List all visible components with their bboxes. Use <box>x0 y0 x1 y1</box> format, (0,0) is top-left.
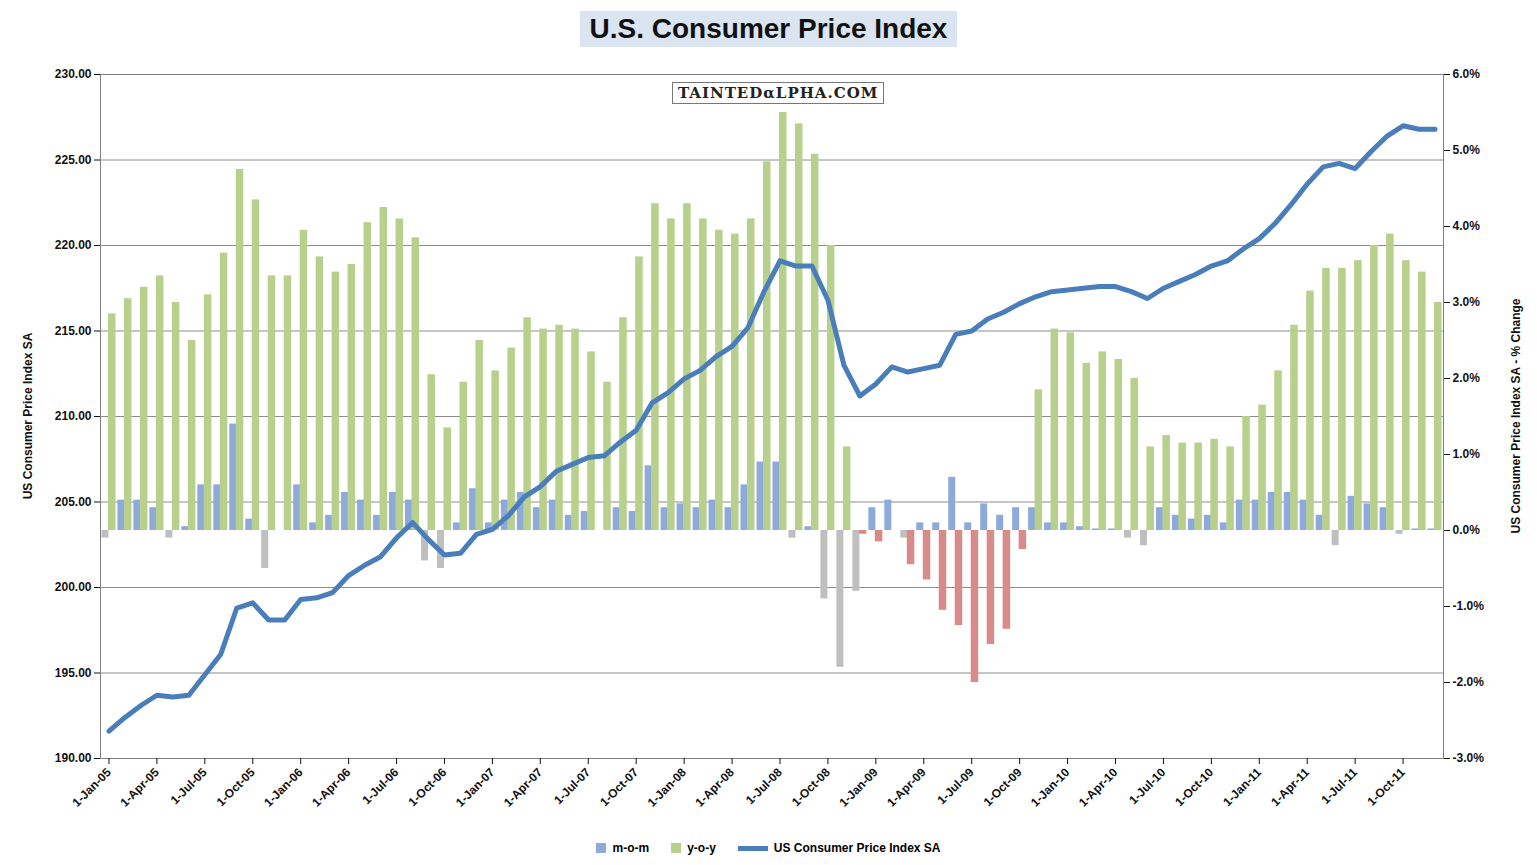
svg-text:1-Jul-09: 1-Jul-09 <box>935 765 977 807</box>
svg-text:225.00: 225.00 <box>55 153 92 167</box>
svg-text:1-Oct-08: 1-Oct-08 <box>789 765 833 809</box>
svg-text:210.00: 210.00 <box>55 409 92 423</box>
html-text:TAINTEDαLPHA.COM: TAINTEDαLPHA.COM <box>678 84 879 102</box>
svg-text:6.0%: 6.0% <box>1453 67 1481 81</box>
svg-text:1-Apr-06: 1-Apr-06 <box>309 765 354 810</box>
svg-text:190.00: 190.00 <box>55 751 92 765</box>
svg-text:1-Oct-05: 1-Oct-05 <box>214 765 258 809</box>
svg-text:-1.0%: -1.0% <box>1453 599 1485 613</box>
svg-text:4.0%: 4.0% <box>1453 219 1481 233</box>
svg-text:1-Oct-09: 1-Oct-09 <box>981 765 1025 809</box>
svg-text:1-Jul-08: 1-Jul-08 <box>743 765 785 807</box>
svg-text:1-Apr-05: 1-Apr-05 <box>117 765 162 810</box>
html-text:m-o-m: m-o-m <box>612 841 650 855</box>
svg-text:1-Jul-06: 1-Jul-06 <box>359 765 401 807</box>
svg-text:195.00: 195.00 <box>55 666 92 680</box>
svg-text:1-Apr-11: 1-Apr-11 <box>1268 765 1312 809</box>
svg-text:1-Jul-05: 1-Jul-05 <box>168 765 210 807</box>
html-text:US Consumer Price Index SA: US Consumer Price Index SA <box>21 332 35 500</box>
svg-text:1-Jan-09: 1-Jan-09 <box>836 765 881 810</box>
svg-text:1-Apr-10: 1-Apr-10 <box>1076 765 1121 810</box>
svg-text:1-Oct-10: 1-Oct-10 <box>1172 765 1216 809</box>
svg-text:1-Jan-10: 1-Jan-10 <box>1028 765 1073 810</box>
svg-text:1-Jan-05: 1-Jan-05 <box>69 765 114 810</box>
svg-text:215.00: 215.00 <box>55 324 92 338</box>
svg-text:205.00: 205.00 <box>55 495 92 509</box>
html-text:US Consumer Price Index SA: US Consumer Price Index SA <box>773 841 941 855</box>
svg-text:0.0%: 0.0% <box>1453 523 1481 537</box>
svg-text:-3.0%: -3.0% <box>1453 751 1485 765</box>
html-text:US Consumer Price Index SA - %: US Consumer Price Index SA - % Change <box>1509 298 1523 534</box>
svg-text:1-Apr-07: 1-Apr-07 <box>501 765 546 810</box>
svg-text:1-Oct-06: 1-Oct-06 <box>405 765 449 809</box>
svg-text:1-Jan-07: 1-Jan-07 <box>453 765 498 810</box>
svg-text:1-Oct-07: 1-Oct-07 <box>597 765 641 809</box>
svg-text:220.00: 220.00 <box>55 238 92 252</box>
svg-text:1-Jan-11: 1-Jan-11 <box>1220 765 1264 809</box>
html-text:y-o-y: y-o-y <box>687 841 716 855</box>
svg-text:1-Jul-07: 1-Jul-07 <box>551 765 593 807</box>
svg-text:200.00: 200.00 <box>55 580 92 594</box>
svg-text:1-Jul-11: 1-Jul-11 <box>1318 765 1360 807</box>
svg-text:1-Jan-08: 1-Jan-08 <box>645 765 690 810</box>
svg-text:1-Apr-08: 1-Apr-08 <box>693 765 738 810</box>
svg-text:1.0%: 1.0% <box>1453 447 1481 461</box>
svg-text:1-Oct-11: 1-Oct-11 <box>1365 765 1409 809</box>
svg-text:2.0%: 2.0% <box>1453 371 1481 385</box>
svg-text:230.00: 230.00 <box>55 67 92 81</box>
svg-text:-2.0%: -2.0% <box>1453 675 1485 689</box>
svg-text:1-Jan-06: 1-Jan-06 <box>261 765 306 810</box>
svg-text:3.0%: 3.0% <box>1453 295 1481 309</box>
svg-text:1-Jul-10: 1-Jul-10 <box>1126 765 1168 807</box>
svg-text:1-Apr-09: 1-Apr-09 <box>884 765 929 810</box>
svg-text:5.0%: 5.0% <box>1453 143 1481 157</box>
html-text:U.S. Consumer Price Index: U.S. Consumer Price Index <box>589 13 948 44</box>
